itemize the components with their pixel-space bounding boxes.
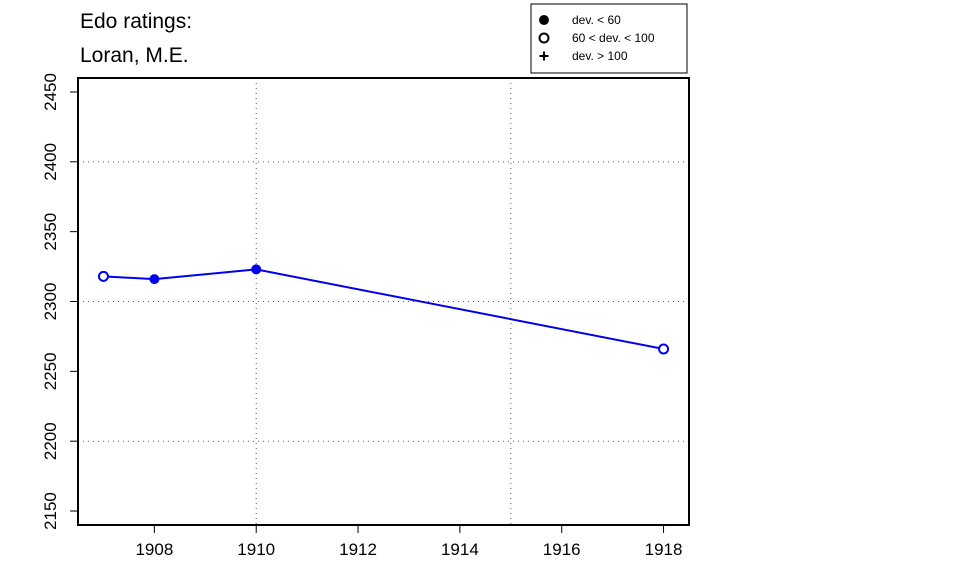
x-tick-label: 1918 bbox=[645, 540, 683, 559]
x-tick-label: 1916 bbox=[543, 540, 581, 559]
y-tick-label: 2150 bbox=[41, 492, 60, 530]
series-line bbox=[103, 268, 664, 350]
x-tick-label: 1908 bbox=[135, 540, 173, 559]
data-point bbox=[251, 264, 262, 275]
y-tick-label: 2350 bbox=[41, 213, 60, 251]
x-tick-label: 1912 bbox=[339, 540, 377, 559]
y-tick-label: 2400 bbox=[41, 143, 60, 181]
legend-label: 60 < dev. < 100 bbox=[572, 31, 655, 45]
series-layer bbox=[97, 264, 670, 355]
y-tick-label: 2250 bbox=[41, 352, 60, 390]
x-tick-label: 1914 bbox=[441, 540, 479, 559]
x-tick-label: 1910 bbox=[237, 540, 275, 559]
legend-marker-filled-circle bbox=[539, 15, 549, 25]
axis-layer: 1908 1910 1912 1914 1916 1918 2150 2200 2250 2300… bbox=[41, 73, 690, 559]
y-tick-label: 2450 bbox=[41, 73, 60, 111]
data-point bbox=[149, 274, 160, 285]
y-tick-label: 2200 bbox=[41, 422, 60, 460]
data-point bbox=[97, 270, 109, 282]
legend-marker-open-circle bbox=[538, 32, 550, 44]
legend-label: dev. < 60 bbox=[572, 13, 621, 27]
chart-title-line-2: Loran, M.E. bbox=[80, 44, 189, 67]
legend-marker-plus bbox=[539, 51, 549, 61]
title-layer: Edo ratings: Loran, M.E. bbox=[80, 10, 192, 67]
legend-label: dev. > 100 bbox=[572, 49, 628, 63]
grid-layer bbox=[78, 78, 689, 525]
legend-box bbox=[530, 3, 688, 74]
y-tick-label: 2300 bbox=[41, 283, 60, 321]
legend: dev. < 60 60 < dev. < 100 dev. > 100 bbox=[530, 3, 688, 74]
chart-title-line-1: Edo ratings: bbox=[80, 10, 192, 33]
data-point bbox=[658, 343, 670, 355]
